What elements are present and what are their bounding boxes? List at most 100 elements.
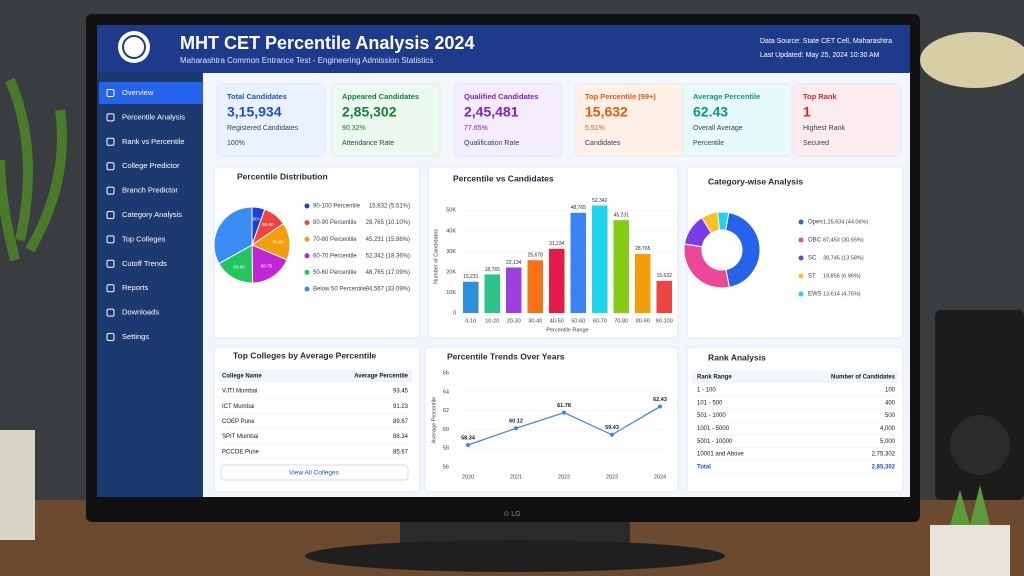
kpi-line: Qualification Rate	[464, 140, 519, 147]
y-tick-label: 20K	[446, 269, 456, 275]
legend-value: 13,614 (4.75%)	[823, 291, 861, 297]
succulent	[950, 485, 990, 525]
table-cell: VJTI Mumbai	[222, 389, 257, 395]
bar-label: 45,231	[614, 212, 630, 218]
pie-slice	[213, 206, 253, 265]
nav-item[interactable]: Reports	[122, 283, 149, 292]
bar	[527, 260, 543, 313]
donut-slice	[724, 212, 761, 288]
kpi-line: 5.51%	[585, 125, 605, 132]
nav-item[interactable]: Branch Predictor	[122, 186, 178, 195]
bar	[613, 220, 629, 313]
legend-label: OBC	[808, 238, 822, 244]
header-source: Data Source: State CET Cell, Maharashtra	[760, 38, 892, 45]
legend-label: Open	[808, 220, 823, 226]
table-cell: 10001 and Above	[697, 452, 744, 458]
header-bar	[97, 25, 910, 73]
panel-title: Rank Analysis	[708, 352, 766, 362]
x-tick-label: 60-70	[593, 318, 607, 324]
button[interactable]: View All Colleges	[289, 470, 339, 477]
pie-slice	[251, 244, 288, 284]
table-cell: 93.45	[393, 389, 409, 395]
point-label: 61.78	[557, 403, 571, 409]
kpi-title: Top Percentile (99+)	[585, 92, 656, 101]
slice-label: 70-80	[272, 240, 284, 245]
legend-value: 28,765 (10.10%)	[366, 220, 410, 226]
x-tick-label: 90-100	[656, 318, 673, 324]
table-cell: 5001 - 10000	[697, 439, 733, 445]
kpi-title: Total Candidates	[227, 92, 287, 101]
nav-item[interactable]: Rank vs Percentile	[122, 137, 185, 146]
kpi-value: 3,15,934	[227, 104, 282, 120]
nav-item[interactable]: Percentile Analysis	[122, 112, 185, 121]
table-cell: ICT Mumbai	[222, 404, 255, 410]
point-label: 62.43	[653, 397, 667, 403]
table-cell: 101 - 500	[697, 400, 723, 406]
legend-label: 90-100 Percentile	[313, 204, 361, 210]
bar-label: 31,234	[549, 241, 565, 247]
legend-value: 38,745 (13.58%)	[823, 255, 864, 261]
bar	[463, 281, 479, 313]
bar	[484, 274, 500, 313]
bar-label: 22,134	[506, 260, 522, 266]
table-cell: 100	[885, 388, 896, 394]
nav-item[interactable]: Top Colleges	[122, 234, 166, 243]
panel	[686, 346, 904, 493]
legend-dot	[304, 203, 310, 209]
header-title: MHT CET Percentile Analysis 2024	[180, 33, 474, 53]
logo-ring	[122, 35, 146, 59]
nav-item[interactable]: Overview	[122, 88, 154, 97]
table-cell: PCCOE Pune	[222, 449, 260, 455]
nav-icon	[106, 211, 115, 219]
nav-icon	[106, 162, 115, 171]
axis-title: Average Percentile	[431, 397, 437, 443]
table-cell: COEP Pune	[222, 419, 255, 425]
nav-item[interactable]: Settings	[122, 332, 149, 341]
panel	[424, 346, 679, 493]
nav-item[interactable]: Category Analysis	[122, 210, 182, 219]
bar	[570, 212, 586, 313]
y-tick-label: 40K	[446, 228, 456, 234]
legend-value: 94,567 (33.09%)	[366, 287, 410, 293]
nav-icon	[106, 308, 115, 317]
table-header-bg	[692, 371, 898, 383]
sidebar	[97, 73, 203, 497]
kpi-value: 1	[803, 104, 811, 120]
kpi-line: Percentile	[693, 140, 724, 147]
point-label: 59.43	[605, 425, 619, 431]
nav-item[interactable]: Downloads	[122, 308, 159, 317]
panel	[213, 346, 421, 493]
donut-slice	[716, 211, 730, 231]
table-cell: 1001 - 5000	[697, 426, 730, 432]
kpi-line: Candidates	[585, 140, 621, 147]
panel-title: Percentile vs Candidates	[453, 173, 554, 183]
legend-label: EWS	[808, 292, 822, 298]
slice-label: 60-70	[261, 264, 273, 269]
button-bg[interactable]	[220, 464, 409, 481]
point	[610, 432, 614, 437]
slice-label: 80-90	[262, 222, 274, 227]
legend-label: ST	[808, 274, 816, 280]
nav-item[interactable]: College Predictor	[122, 161, 180, 170]
nav-icon	[106, 113, 115, 122]
point	[658, 404, 662, 409]
table-cell: SPIT Mumbai	[222, 434, 258, 440]
header-updated: Last Updated: May 25, 2024 10:30 AM	[760, 52, 880, 59]
legend-dot	[304, 286, 310, 292]
point	[466, 443, 470, 448]
point-label: 60.12	[509, 419, 523, 425]
bar	[656, 280, 672, 313]
axis-title: Percentile Range	[546, 327, 588, 333]
bar-label: 25,678	[528, 253, 544, 259]
bar-label: 15,231	[463, 274, 479, 280]
panel	[686, 166, 904, 339]
table-cell: Total	[697, 464, 711, 470]
x-tick-label: 30-40	[528, 318, 542, 324]
nav-item[interactable]: Cutoff Trends	[122, 259, 167, 268]
legend-value: 19,856 (6.96%)	[823, 273, 861, 279]
legend-dot	[798, 255, 804, 261]
bar-label: 48,765	[571, 205, 587, 211]
table-cell: 500	[885, 413, 896, 419]
kpi-card	[216, 83, 326, 157]
